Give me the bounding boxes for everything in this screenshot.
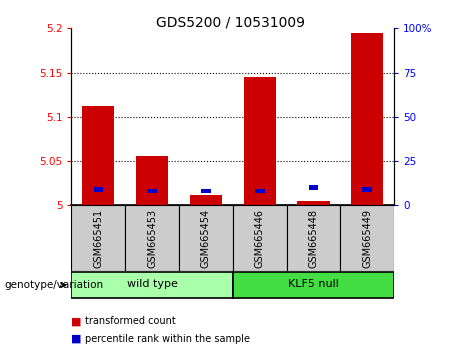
- Bar: [82, 106, 114, 205]
- Text: GSM665448: GSM665448: [308, 209, 319, 268]
- Bar: [233, 205, 287, 271]
- Bar: [340, 205, 394, 271]
- Bar: [71, 205, 125, 271]
- Text: GSM665446: GSM665446: [254, 209, 265, 268]
- Text: genotype/variation: genotype/variation: [5, 280, 104, 290]
- Text: GDS5200 / 10531009: GDS5200 / 10531009: [156, 16, 305, 30]
- Bar: [71, 272, 233, 298]
- Text: transformed count: transformed count: [85, 316, 176, 326]
- Bar: [136, 156, 168, 205]
- Bar: [190, 195, 222, 205]
- Text: GSM665451: GSM665451: [93, 209, 103, 268]
- Text: ■: ■: [71, 334, 82, 344]
- Bar: [179, 205, 233, 271]
- Bar: [351, 33, 384, 205]
- Text: KLF5 null: KLF5 null: [288, 279, 339, 289]
- Bar: [362, 187, 372, 192]
- Bar: [233, 272, 394, 298]
- Bar: [148, 189, 157, 193]
- Bar: [125, 205, 179, 271]
- Bar: [309, 185, 318, 190]
- Bar: [201, 189, 211, 193]
- Text: GSM665449: GSM665449: [362, 209, 372, 268]
- Bar: [94, 187, 103, 192]
- Bar: [255, 189, 265, 193]
- Text: ■: ■: [71, 316, 82, 326]
- Bar: [243, 77, 276, 205]
- Text: wild type: wild type: [127, 279, 177, 289]
- Bar: [297, 201, 330, 205]
- Text: GSM665454: GSM665454: [201, 209, 211, 268]
- Text: percentile rank within the sample: percentile rank within the sample: [85, 334, 250, 344]
- Text: GSM665453: GSM665453: [147, 209, 157, 268]
- Bar: [287, 205, 340, 271]
